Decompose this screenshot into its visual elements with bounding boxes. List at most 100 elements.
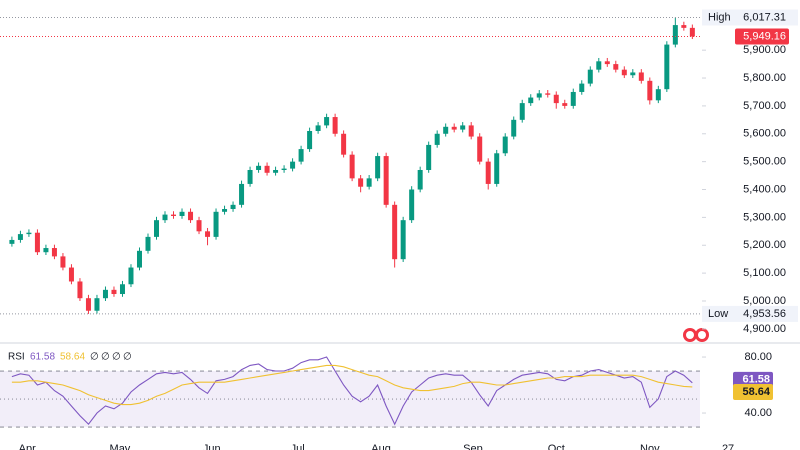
candle-body	[604, 61, 610, 65]
candle-body	[587, 69, 593, 84]
candle-body	[9, 239, 15, 244]
x-tick-label: Nov	[640, 443, 660, 450]
candle-body	[26, 232, 32, 235]
candle-body	[77, 281, 83, 299]
y-tick-label: 40.00	[744, 407, 772, 419]
candle-body	[222, 209, 228, 212]
y-tick-label: 5,700.00	[743, 100, 786, 112]
candle-body	[477, 136, 483, 162]
x-tick-label: Sep	[463, 443, 483, 450]
candle-body	[273, 170, 279, 173]
x-tick-label: Oct	[548, 443, 565, 450]
marker-label: Low	[708, 308, 728, 320]
candle-body	[34, 232, 40, 253]
marker-label: High	[708, 11, 731, 23]
candle-body	[689, 27, 695, 37]
candle-body	[638, 72, 644, 81]
legend-extra: ∅	[90, 352, 99, 363]
candle-body	[392, 204, 398, 260]
value-tag-label: 61.58	[742, 374, 770, 386]
candle-body	[94, 298, 100, 311]
candle-body	[375, 156, 381, 179]
legend-value: 61.58	[30, 352, 55, 363]
marker-value: 6,017.31	[743, 11, 786, 23]
legend-extra: ∅	[123, 352, 132, 363]
candle-body	[264, 165, 270, 173]
candle-body	[664, 44, 670, 90]
value-tag-label: 58.64	[742, 386, 770, 398]
candle-body	[426, 144, 432, 170]
y-tick-label: 5,100.00	[743, 267, 786, 279]
candle-body	[434, 133, 440, 145]
candle-body	[281, 168, 287, 170]
y-tick-label: 4,900.00	[743, 323, 786, 335]
value-tag	[733, 371, 773, 388]
candle-body	[17, 234, 23, 240]
candle-body	[519, 103, 525, 120]
flag-icon	[683, 328, 709, 342]
candle-body	[579, 83, 585, 92]
candle-body	[672, 25, 678, 45]
candle-body	[647, 80, 653, 101]
candle-body	[213, 211, 219, 237]
candle-body	[128, 267, 134, 285]
legend-extra: ∅	[112, 352, 121, 363]
x-tick-label: Aug	[371, 443, 391, 450]
candle-body	[485, 161, 491, 184]
y-tick-label: 5,900.00	[743, 44, 786, 56]
last-price-label: 5,949.16	[743, 30, 786, 42]
x-tick-label: Jul	[291, 443, 305, 450]
candle-body	[545, 93, 551, 95]
candle-body	[409, 189, 415, 221]
candle-body	[502, 136, 508, 154]
candle-body	[119, 284, 125, 295]
y-tick-label: 5,400.00	[743, 183, 786, 195]
x-tick-label: 27	[722, 443, 734, 450]
candle-body	[460, 125, 466, 130]
candle-body	[621, 69, 627, 76]
marker-bg	[702, 9, 798, 26]
candle-body	[102, 289, 108, 299]
candle-body	[570, 91, 576, 106]
y-tick-label: 5,500.00	[743, 156, 786, 168]
candle-body	[85, 298, 91, 311]
candle-body	[400, 220, 406, 260]
candle-body	[256, 165, 262, 170]
rsi-line	[11, 364, 693, 406]
candle-body	[196, 220, 202, 232]
candle-body	[443, 126, 449, 134]
candle-body	[562, 103, 568, 106]
candle-body	[655, 89, 661, 101]
candle-body	[630, 72, 636, 76]
candle-body	[136, 250, 142, 268]
candle-body	[417, 170, 423, 190]
candle-body	[349, 154, 355, 179]
candle-body	[681, 25, 687, 28]
x-tick-label: May	[110, 443, 131, 450]
candle-body	[179, 211, 185, 216]
candle-body	[341, 133, 347, 155]
candle-body	[596, 61, 602, 70]
candle-body	[613, 64, 619, 70]
y-tick-label: 5,600.00	[743, 128, 786, 140]
x-tick-label: Apr	[19, 443, 36, 450]
y-tick-label: 80.00	[744, 351, 772, 363]
candle-body	[154, 220, 160, 237]
legend-extra: ∅	[101, 352, 110, 363]
candle-body	[553, 94, 559, 104]
candle-body	[290, 161, 296, 169]
last-price-tag	[735, 28, 789, 45]
candle-body	[68, 267, 74, 282]
candle-body	[188, 211, 194, 221]
candle-body	[536, 93, 542, 98]
candle-body	[307, 130, 313, 150]
candle-body	[171, 214, 177, 216]
candle-body	[60, 256, 66, 268]
legend-title: RSI	[8, 352, 25, 363]
rsi-line	[11, 356, 693, 426]
candle-body	[315, 125, 321, 131]
candle-body	[332, 117, 338, 134]
candle-body	[162, 214, 168, 221]
candle-body	[239, 183, 245, 205]
